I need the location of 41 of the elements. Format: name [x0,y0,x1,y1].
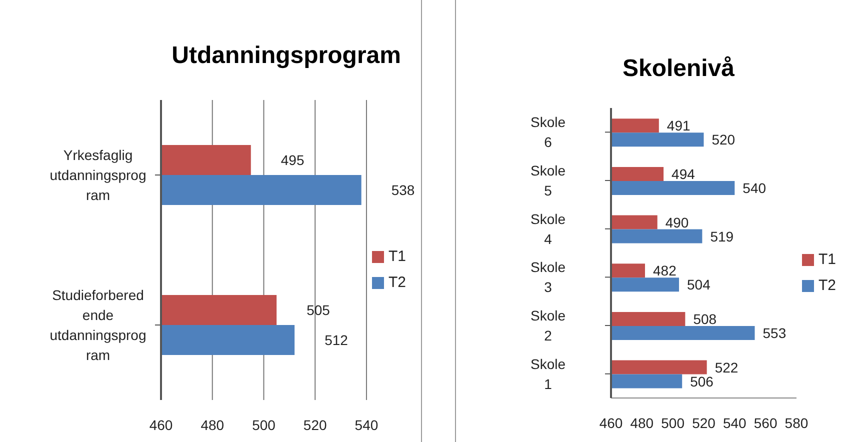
x-tick-label: 480 [630,414,654,431]
data-label: 482 [653,262,677,279]
x-tick-label: 520 [692,414,716,431]
x-tick-label: 480 [200,416,224,433]
x-tick-label: 560 [754,414,778,431]
x-tick-label: 540 [722,414,747,431]
data-label: 490 [665,214,689,230]
y-tick-label: Skole 6 [530,114,566,150]
legend-label: T1 [818,251,836,268]
data-label: 538 [391,182,415,198]
data-label: 522 [714,359,738,376]
y-tick-label: Skole 1 [530,356,566,392]
legend-label: T2 [818,277,836,294]
x-tick-label: 520 [303,416,328,433]
chart-title: Skolenivå [621,55,736,83]
data-label: 553 [762,324,786,341]
x-tick-label: 500 [661,414,685,431]
y-tick-label: Skole 3 [530,259,566,296]
data-label: 506 [690,373,714,390]
data-label: 504 [687,276,711,293]
x-tick-label: 460 [149,416,173,433]
data-label: 519 [710,228,734,244]
x-tick-label: 460 [599,414,623,431]
y-tick-label: Skole 5 [530,162,566,198]
data-label: 508 [693,310,717,327]
legend-label: T1 [388,248,406,265]
data-label: 540 [742,180,766,196]
data-label: 495 [280,152,304,168]
y-tick-label: Studieforberedende utdanningsprogram [50,287,146,363]
data-label: 520 [712,132,736,148]
data-label: 494 [672,166,696,182]
chart-title: Utdanningsprogram [170,42,401,70]
data-label: 512 [324,332,348,348]
x-tick-label: 540 [354,416,378,433]
y-tick-label: Skole 4 [530,210,566,247]
x-tick-label: 500 [252,416,276,433]
y-tick-label: Skole 2 [530,308,566,344]
x-tick-label: 580 [784,414,808,431]
y-tick-label: Yrkesfaglig utdanningsprogram [50,147,146,203]
legend-label: T2 [388,274,406,291]
data-label: 491 [666,118,690,134]
